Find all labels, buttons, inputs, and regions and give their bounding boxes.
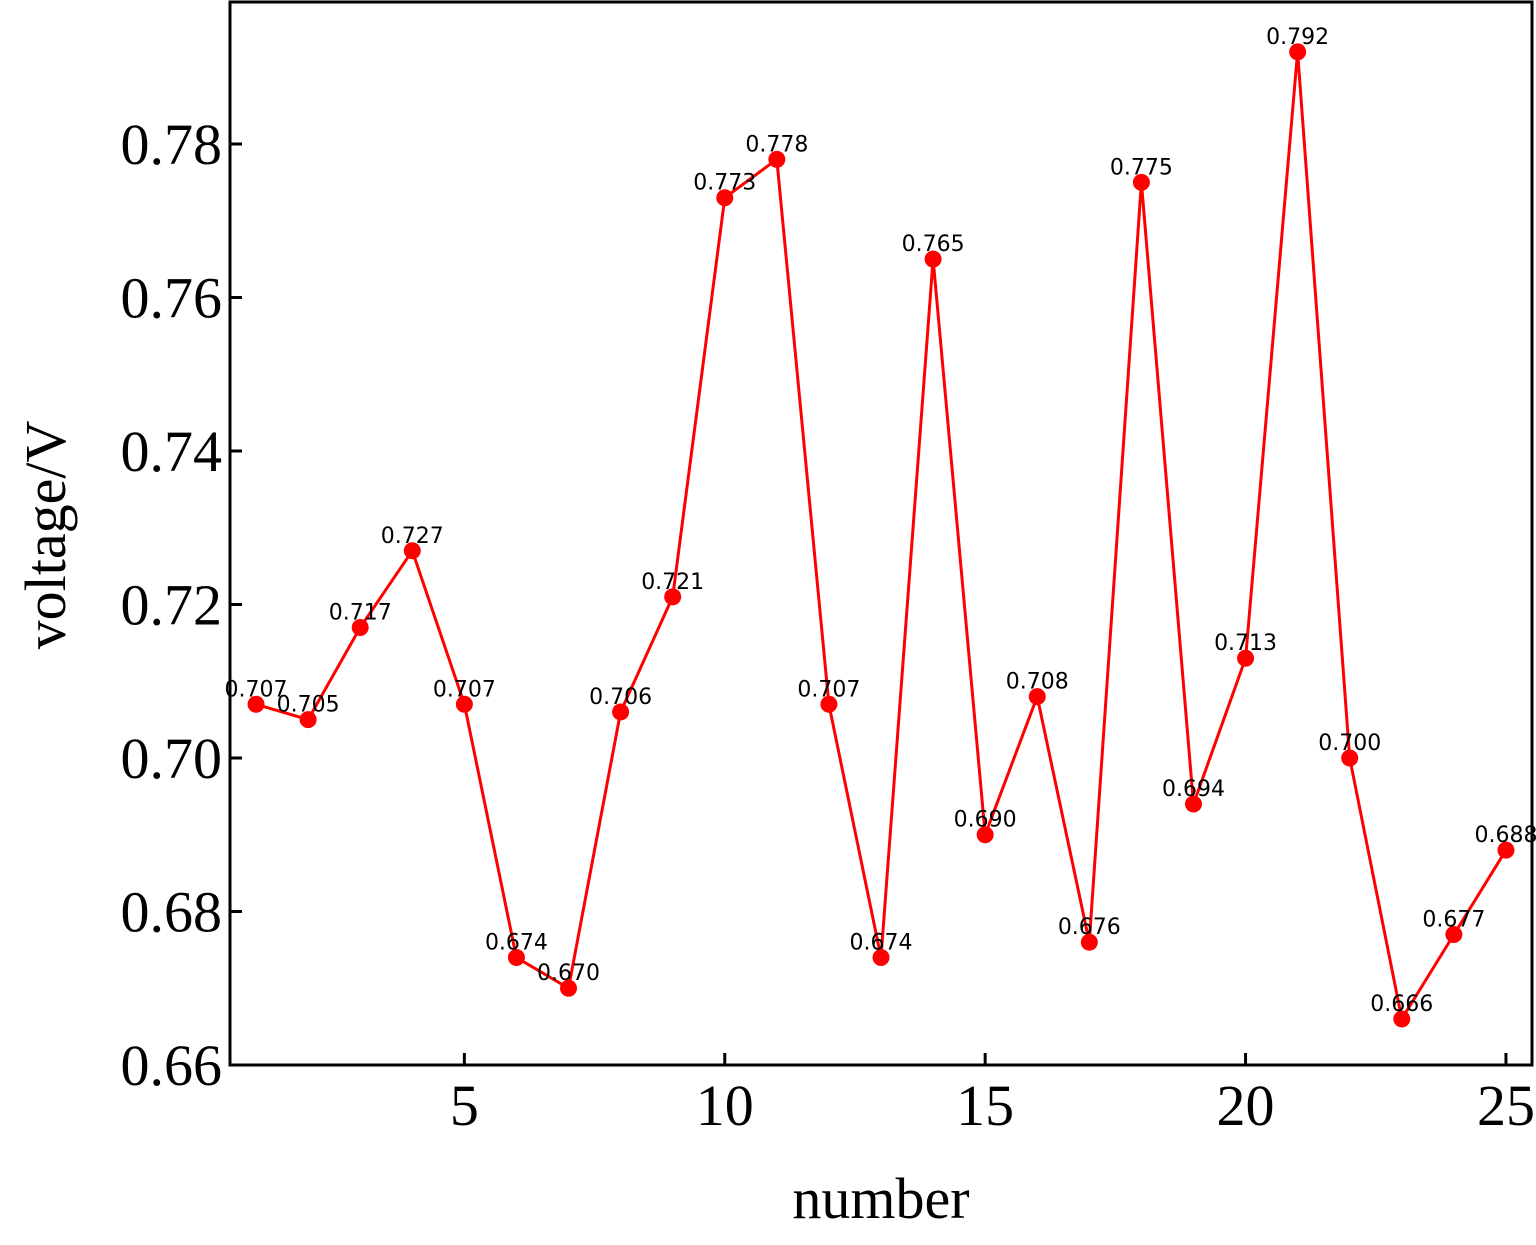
x-axis: 5 10 15 20 25 — [450, 1053, 1535, 1138]
data-label: 0.674 — [485, 931, 548, 956]
data-label: 0.727 — [381, 524, 444, 549]
data-label: 0.705 — [277, 693, 340, 718]
data-point — [1341, 749, 1359, 767]
data-label: 0.713 — [1214, 631, 1277, 656]
data-point — [768, 150, 786, 168]
data-point — [716, 189, 734, 207]
data-label: 0.773 — [693, 171, 756, 196]
y-tick-label: 0.70 — [121, 726, 223, 791]
data-point — [299, 711, 317, 729]
x-tick-label: 10 — [696, 1073, 754, 1138]
data-point — [455, 695, 473, 713]
data-point — [247, 695, 265, 713]
data-point — [872, 949, 890, 967]
y-tick-label: 0.78 — [121, 112, 223, 177]
data-label: 0.775 — [1110, 155, 1173, 180]
data-point — [1497, 841, 1515, 859]
data-point — [507, 949, 525, 967]
data-label: 0.676 — [1058, 915, 1121, 940]
data-label: 0.708 — [1006, 670, 1069, 695]
x-tick-label: 15 — [956, 1073, 1014, 1138]
data-point — [351, 619, 369, 637]
data-point — [612, 703, 630, 721]
data-point — [1289, 43, 1307, 61]
data-label: 0.707 — [797, 677, 860, 702]
x-tick-label: 25 — [1477, 1073, 1535, 1138]
series-group — [247, 43, 1515, 1028]
y-tick-label: 0.68 — [121, 879, 223, 944]
data-point — [1237, 649, 1255, 667]
y-tick-label: 0.76 — [121, 265, 223, 330]
data-point — [1445, 926, 1463, 944]
data-point — [1184, 795, 1202, 813]
data-label: 0.666 — [1370, 992, 1433, 1017]
data-label: 0.674 — [850, 931, 913, 956]
data-label: 0.707 — [433, 677, 496, 702]
data-label: 0.765 — [902, 232, 965, 257]
data-label: 0.688 — [1474, 823, 1536, 848]
data-label: 0.721 — [641, 570, 704, 595]
y-tick-label: 0.74 — [121, 419, 223, 484]
x-tick-label: 20 — [1217, 1073, 1275, 1138]
data-point — [924, 250, 942, 268]
data-label: 0.690 — [954, 808, 1017, 833]
data-point — [820, 695, 838, 713]
data-point — [664, 588, 682, 606]
y-axis-title: voltage/V — [13, 421, 78, 650]
data-point — [1393, 1010, 1411, 1028]
data-point — [1028, 688, 1046, 706]
data-point — [560, 979, 578, 997]
x-axis-title: number — [792, 1166, 969, 1231]
y-axis: 0.66 0.68 0.70 0.72 0.74 0.76 0.78 — [121, 112, 242, 1098]
data-label: 0.700 — [1318, 731, 1381, 756]
data-label: 0.706 — [589, 685, 652, 710]
y-tick-label: 0.72 — [121, 572, 223, 637]
data-label: 0.677 — [1422, 908, 1485, 933]
data-point — [1080, 933, 1098, 951]
data-labels: 0.7070.7050.7170.7270.7070.6740.6700.706… — [225, 25, 1536, 1017]
y-tick-label: 0.66 — [121, 1033, 223, 1098]
x-tick-label: 5 — [450, 1073, 479, 1138]
data-label: 0.717 — [329, 601, 392, 626]
data-point — [403, 542, 421, 560]
data-label: 0.792 — [1266, 25, 1329, 50]
data-label: 0.707 — [225, 677, 288, 702]
data-label: 0.670 — [537, 961, 600, 986]
data-point — [976, 826, 994, 844]
data-label: 0.778 — [745, 132, 808, 157]
data-label: 0.694 — [1162, 777, 1225, 802]
plot-frame — [228, 0, 1534, 1067]
data-point — [1132, 173, 1150, 191]
